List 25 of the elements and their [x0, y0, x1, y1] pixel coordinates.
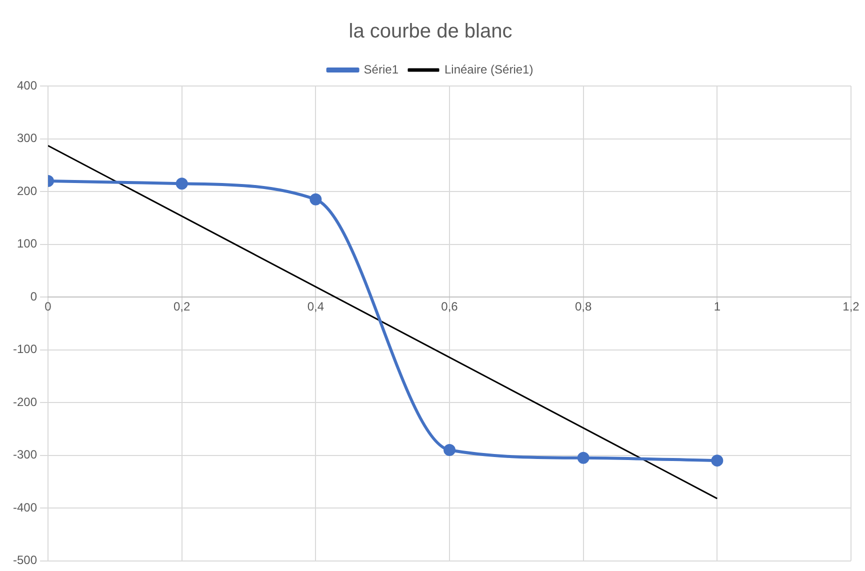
legend-label: Série1 — [364, 62, 399, 76]
y-tick-label: -200 — [12, 394, 38, 409]
point — [444, 444, 456, 456]
chart-title: la courbe de blanc — [348, 20, 512, 43]
x-tick-label: 0,4 — [307, 300, 324, 314]
y-tick-label: 400 — [16, 78, 38, 92]
x-tick-label: 0,2 — [174, 300, 191, 314]
x-tick-label: 1 — [714, 300, 721, 314]
x-tick-label: 0 — [44, 300, 52, 314]
y-tick-label: -400 — [12, 500, 38, 514]
y-tick-label: 200 — [16, 184, 38, 198]
y-tick-label: -500 — [12, 553, 38, 568]
y-tick-label: 0 — [30, 289, 38, 304]
point — [711, 454, 724, 467]
legend-label: Linéaire (Série1) — [444, 62, 534, 76]
x-tick-label: 0,8 — [574, 300, 592, 314]
point — [176, 178, 188, 190]
y-tick-label: -300 — [12, 448, 38, 462]
y-tick-label: -100 — [12, 342, 38, 356]
y-tick-label: 100 — [16, 236, 38, 251]
point — [310, 193, 322, 206]
x-tick-label: 1,2 — [842, 300, 860, 314]
y-tick-label: 300 — [16, 131, 38, 146]
point — [577, 452, 590, 464]
x-tick-label: 0,6 — [441, 300, 458, 314]
